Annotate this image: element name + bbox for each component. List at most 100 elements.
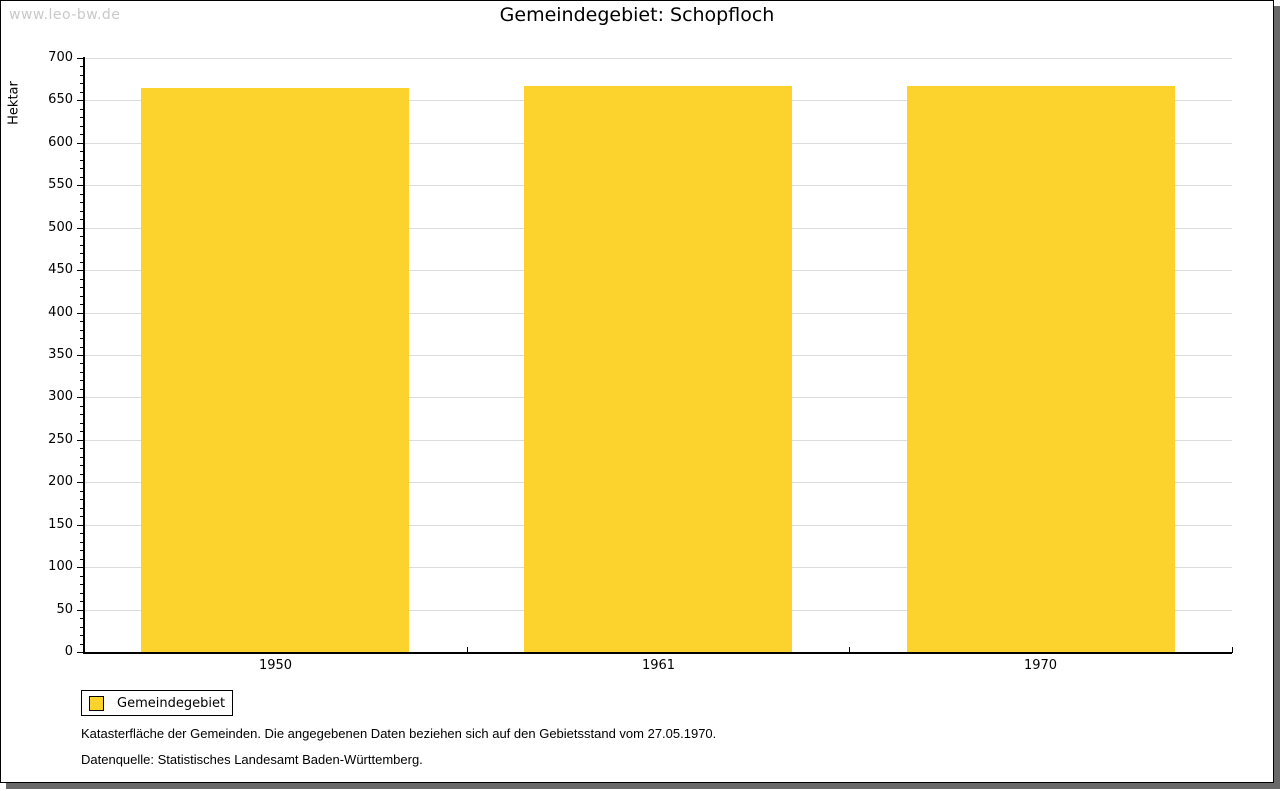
y-minor-tick	[80, 83, 84, 84]
y-major-tick	[77, 313, 84, 314]
y-minor-tick	[80, 262, 84, 263]
y-axis	[83, 57, 85, 653]
y-tick-label: 200	[48, 474, 73, 489]
y-major-tick	[77, 482, 84, 483]
y-minor-tick	[80, 151, 84, 152]
y-tick-label: 350	[48, 347, 73, 362]
y-minor-tick	[80, 219, 84, 220]
y-tick-label: 700	[48, 50, 73, 65]
y-minor-tick	[80, 576, 84, 577]
y-tick-label: 500	[48, 220, 73, 235]
y-minor-tick	[80, 109, 84, 110]
x-separator-tick	[1232, 647, 1233, 653]
y-minor-tick	[80, 448, 84, 449]
y-minor-tick	[80, 431, 84, 432]
y-tick-label: 250	[48, 432, 73, 447]
y-tick-label: 50	[56, 602, 73, 617]
y-minor-tick	[80, 423, 84, 424]
y-minor-tick	[80, 160, 84, 161]
y-minor-tick	[80, 304, 84, 305]
y-major-tick	[77, 185, 84, 186]
y-major-tick	[77, 228, 84, 229]
y-minor-tick	[80, 635, 84, 636]
footnote-source-note: Katasterfläche der Gemeinden. Die angege…	[81, 726, 717, 741]
y-major-tick	[77, 100, 84, 101]
footnote-data-source: Datenquelle: Statistisches Landesamt Bad…	[81, 752, 423, 767]
y-minor-tick	[80, 457, 84, 458]
y-minor-tick	[80, 491, 84, 492]
y-minor-tick	[80, 414, 84, 415]
x-tick-label: 1950	[258, 658, 293, 673]
y-minor-tick	[80, 627, 84, 628]
y-minor-tick	[80, 559, 84, 560]
legend-label: Gemeindegebiet	[117, 695, 226, 711]
y-tick-label: 300	[48, 389, 73, 404]
y-tick-label: 550	[48, 177, 73, 192]
y-tick-label: 150	[48, 517, 73, 532]
legend: Gemeindegebiet	[81, 690, 233, 716]
y-major-tick	[77, 652, 84, 653]
y-major-tick	[77, 397, 84, 398]
y-minor-tick	[80, 601, 84, 602]
y-major-tick	[77, 525, 84, 526]
x-tick-label: 1961	[641, 658, 676, 673]
y-axis-title: Hektar	[6, 81, 22, 125]
y-tick-label: 600	[48, 135, 73, 150]
y-minor-tick	[80, 75, 84, 76]
y-minor-tick	[80, 516, 84, 517]
y-minor-tick	[80, 593, 84, 594]
y-minor-tick	[80, 168, 84, 169]
y-minor-tick	[80, 618, 84, 619]
y-minor-tick	[80, 194, 84, 195]
y-minor-tick	[80, 644, 84, 645]
x-axis	[83, 652, 1232, 654]
y-major-tick	[77, 567, 84, 568]
legend-swatch-icon	[89, 695, 104, 711]
y-minor-tick	[80, 321, 84, 322]
y-minor-tick	[80, 508, 84, 509]
x-tick-label: 1970	[1023, 658, 1058, 673]
watermark: www.leo-bw.de	[9, 7, 121, 23]
y-minor-tick	[80, 584, 84, 585]
y-minor-tick	[80, 389, 84, 390]
y-minor-tick	[80, 279, 84, 280]
y-minor-tick	[80, 202, 84, 203]
y-minor-tick	[80, 211, 84, 212]
y-minor-tick	[80, 474, 84, 475]
y-minor-tick	[80, 465, 84, 466]
y-minor-tick	[80, 296, 84, 297]
bar-1970	[907, 86, 1175, 652]
y-tick-label: 400	[48, 305, 73, 320]
y-minor-tick	[80, 330, 84, 331]
y-minor-tick	[80, 550, 84, 551]
y-minor-tick	[80, 253, 84, 254]
y-major-tick	[77, 610, 84, 611]
y-minor-tick	[80, 406, 84, 407]
y-minor-tick	[80, 347, 84, 348]
y-minor-tick	[80, 126, 84, 127]
chart-title: Gemeindegebiet: Schopfloch	[499, 4, 775, 26]
y-major-tick	[77, 440, 84, 441]
y-major-tick	[77, 270, 84, 271]
y-minor-tick	[80, 363, 84, 364]
y-minor-tick	[80, 338, 84, 339]
bar-1961	[524, 86, 792, 652]
y-minor-tick	[80, 533, 84, 534]
bar-1950	[141, 88, 409, 652]
y-minor-tick	[80, 66, 84, 67]
x-separator-tick	[467, 647, 468, 653]
y-minor-tick	[80, 499, 84, 500]
y-tick-label: 100	[48, 559, 73, 574]
y-major-tick	[77, 355, 84, 356]
y-tick-label: 650	[48, 92, 73, 107]
y-minor-tick	[80, 372, 84, 373]
y-minor-tick	[80, 542, 84, 543]
gridline	[85, 58, 1232, 59]
y-major-tick	[77, 58, 84, 59]
y-minor-tick	[80, 117, 84, 118]
y-minor-tick	[80, 177, 84, 178]
y-minor-tick	[80, 92, 84, 93]
y-major-tick	[77, 143, 84, 144]
y-minor-tick	[80, 287, 84, 288]
